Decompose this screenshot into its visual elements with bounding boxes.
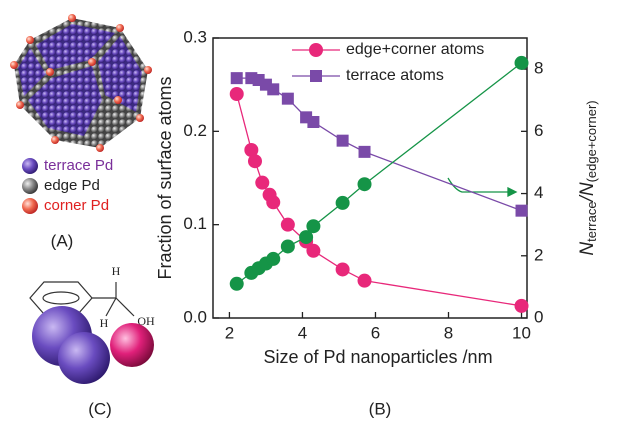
marker xyxy=(516,205,528,217)
nanoparticle xyxy=(10,14,152,152)
marker xyxy=(231,72,243,84)
figure: terrace Pd edge Pd corner Pd (A) H H OH … xyxy=(0,0,617,431)
marker xyxy=(515,299,529,313)
panel-label: (B) xyxy=(369,399,392,418)
marker xyxy=(266,252,280,266)
y-tick-label: 0.0 xyxy=(183,307,207,326)
y2-label-part: N xyxy=(577,242,598,256)
legend-swatch xyxy=(22,158,38,174)
y2-tick-label: 6 xyxy=(534,121,543,140)
marker xyxy=(281,239,295,253)
y-tick-label: 0.2 xyxy=(183,121,207,140)
y-axis-label: Fraction of surface atoms xyxy=(155,76,175,279)
x-tick-label: 2 xyxy=(225,323,234,342)
y-tick-label: 0.3 xyxy=(183,27,207,46)
marker xyxy=(255,176,269,190)
series-line xyxy=(237,63,522,284)
atom-label: H xyxy=(112,264,121,278)
marker xyxy=(515,56,529,70)
y2-tick-label: 8 xyxy=(534,59,543,78)
marker xyxy=(266,195,280,209)
marker xyxy=(358,177,372,191)
y2-label-part: terrace xyxy=(584,201,599,241)
marker xyxy=(281,218,295,232)
marker xyxy=(336,196,350,210)
y-tick-label: 0.1 xyxy=(183,214,207,233)
panel-label: (C) xyxy=(88,399,112,418)
x-tick-label: 10 xyxy=(512,323,531,342)
marker xyxy=(282,93,294,105)
y2-tick-label: 4 xyxy=(534,183,543,202)
y2-tick-label: 0 xyxy=(534,307,543,326)
pd-atom xyxy=(110,323,154,367)
chart: Size of Pd nanoparticles /nm Fraction of… xyxy=(155,27,600,418)
marker xyxy=(306,244,320,258)
marker xyxy=(307,116,319,128)
x-tick-label: 6 xyxy=(371,323,380,342)
atom-label: H xyxy=(100,316,109,330)
y2-label-part: (edge+corner) xyxy=(584,100,599,182)
marker xyxy=(248,154,262,168)
legend-label: terrace atoms xyxy=(346,67,444,84)
x-axis-label: Size of Pd nanoparticles /nm xyxy=(263,347,492,367)
legend-marker xyxy=(309,43,323,57)
series-line xyxy=(237,78,522,211)
marker xyxy=(336,262,350,276)
marker xyxy=(230,277,244,291)
y2-tick-label: 2 xyxy=(534,245,543,264)
x-tick-label: 4 xyxy=(298,323,307,342)
legend-label: edge Pd xyxy=(44,177,100,194)
y2-axis-label: Nterrace/N(edge+corner) xyxy=(577,100,599,255)
marker xyxy=(358,274,372,288)
pd-atom xyxy=(58,332,110,384)
marker xyxy=(337,135,349,147)
marker xyxy=(306,219,320,233)
marker xyxy=(359,146,371,158)
legend-label: terrace Pd xyxy=(44,157,113,174)
legend-label: edge+corner atoms xyxy=(346,41,484,58)
legend-marker xyxy=(310,70,322,82)
legend-swatch xyxy=(22,198,38,214)
y2-label-part: /N xyxy=(577,182,598,203)
marker xyxy=(267,83,279,95)
marker xyxy=(230,87,244,101)
x-tick-label: 8 xyxy=(444,323,453,342)
panel-label: (A) xyxy=(51,231,74,250)
legend-label: corner Pd xyxy=(44,197,109,214)
legend-swatch xyxy=(22,178,38,194)
